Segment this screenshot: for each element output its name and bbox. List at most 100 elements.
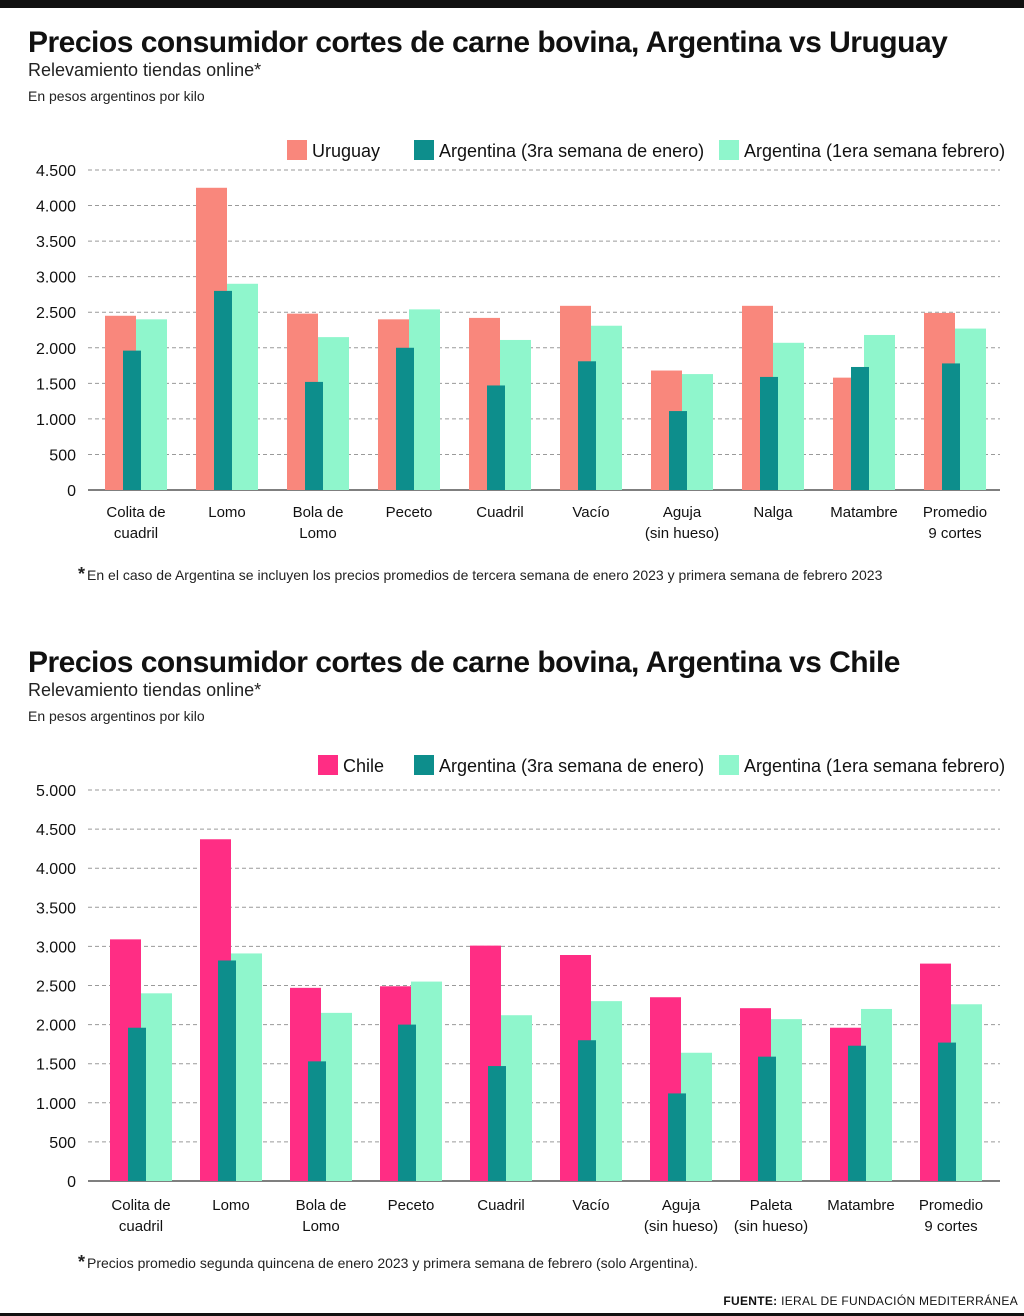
x-category-label: Cuadril: [477, 1197, 525, 1214]
legend-label: Argentina (1era semana febrero): [744, 756, 1005, 776]
top-rule: [0, 0, 1024, 8]
x-category-label: 9 cortes: [928, 525, 981, 542]
bar-argentina-enero: [938, 1042, 956, 1181]
chart-unit: En pesos argentinos por kilo: [28, 88, 205, 104]
x-category-label: Bola de: [296, 1197, 347, 1214]
legend-label: Chile: [343, 756, 384, 776]
x-category-label: Colita de: [111, 1197, 170, 1214]
chart-title: Precios consumidor cortes de carne bovin…: [28, 646, 901, 679]
bar-argentina-febrero: [409, 309, 440, 490]
chart-footnote: * En el caso de Argentina se incluyen los…: [78, 564, 882, 585]
bar-argentina-enero: [396, 347, 414, 490]
bar-argentina-febrero: [501, 1015, 532, 1181]
x-category-label: Promedio: [919, 1197, 983, 1214]
y-tick-label: 3.000: [36, 270, 76, 287]
y-tick-label: 2.500: [36, 305, 76, 322]
y-tick-label: 1.000: [36, 412, 76, 429]
footnote-asterisk: *: [78, 1252, 86, 1272]
chart-plot: 0 500 1.000 1.500 2.000 2.500 3.000 3.500 4.000 4…: [36, 140, 1005, 542]
bar-argentina-enero: [760, 376, 778, 490]
legend-swatch: [287, 140, 307, 160]
x-category-label: Peceto: [386, 504, 433, 521]
y-tick-label: 1.000: [36, 1096, 76, 1113]
y-tick-label: 3.500: [36, 900, 76, 917]
bar-argentina-febrero: [231, 953, 262, 1181]
y-tick-label: 2.000: [36, 1018, 76, 1035]
x-category-label: Matambre: [827, 1197, 895, 1214]
bar-argentina-febrero: [951, 1004, 982, 1181]
y-tick-label: 5.000: [36, 783, 76, 800]
x-category-label: cuadril: [114, 525, 158, 542]
bar-argentina-febrero: [861, 1008, 892, 1181]
bar-argentina-febrero: [321, 1012, 352, 1181]
x-category-label: Vacío: [572, 504, 609, 521]
x-category-label: Bola de: [293, 504, 344, 521]
chart-uruguay: Precios consumidor cortes de carne bovin…: [0, 0, 1024, 600]
bar-argentina-enero: [308, 1061, 326, 1181]
x-category-label: Colita de: [106, 504, 165, 521]
source-label: FUENTE:: [723, 1294, 778, 1308]
x-category-label: Aguja: [663, 504, 702, 521]
legend-swatch: [414, 755, 434, 775]
x-category-label: Vacío: [572, 1197, 609, 1214]
legend-swatch: [719, 755, 739, 775]
x-category-label: Lomo: [302, 1218, 340, 1235]
y-tick-label: 500: [49, 447, 76, 464]
bar-argentina-enero: [128, 1027, 146, 1181]
legend-label: Argentina (1era semana febrero): [744, 141, 1005, 161]
legend-swatch: [318, 755, 338, 775]
x-category-label: Matambre: [830, 504, 898, 521]
bar-argentina-febrero: [864, 334, 895, 490]
y-tick-label: 4.500: [36, 822, 76, 839]
legend-label: Argentina (3ra semana de enero): [439, 141, 704, 161]
x-category-label: Lomo: [299, 525, 337, 542]
y-tick-label: 1.500: [36, 1057, 76, 1074]
bar-argentina-febrero: [136, 319, 167, 490]
bar-argentina-enero: [487, 385, 505, 490]
x-category-label: cuadril: [119, 1218, 163, 1235]
bar-argentina-febrero: [681, 1052, 712, 1181]
y-tick-label: 2.000: [36, 341, 76, 358]
bar-argentina-enero: [669, 411, 687, 490]
x-category-label: Peceto: [388, 1197, 435, 1214]
bar-argentina-febrero: [591, 1001, 622, 1181]
y-tick-label: 4.500: [36, 163, 76, 180]
legend-label: Uruguay: [312, 141, 380, 161]
x-category-label: (sin hueso): [644, 1218, 718, 1235]
x-category-label: Lomo: [212, 1197, 250, 1214]
bar-argentina-febrero: [771, 1019, 802, 1181]
bottom-rule: [0, 1313, 1024, 1316]
chart-subtitle: Relevamiento tiendas online*: [28, 680, 262, 700]
bar-argentina-enero: [123, 350, 141, 490]
bar-argentina-febrero: [141, 993, 172, 1181]
bar-argentina-enero: [848, 1045, 866, 1181]
bar-argentina-enero: [218, 960, 236, 1181]
footnote-asterisk: *: [78, 564, 86, 584]
chart-unit: En pesos argentinos por kilo: [28, 708, 205, 724]
bar-argentina-febrero: [682, 374, 713, 490]
source-text: IERAL DE FUNDACIÓN MEDITERRÁNEA: [781, 1294, 1018, 1308]
bar-argentina-enero: [942, 363, 960, 490]
x-category-label: Cuadril: [476, 504, 524, 521]
bar-argentina-febrero: [591, 325, 622, 490]
footnote-text: En el caso de Argentina se incluyen los …: [87, 567, 883, 583]
legend-swatch: [414, 140, 434, 160]
y-tick-label: 4.000: [36, 199, 76, 216]
bar-argentina-enero: [214, 290, 232, 490]
bar-argentina-febrero: [318, 337, 349, 490]
bar-argentina-enero: [758, 1056, 776, 1181]
y-tick-label: 500: [49, 1135, 76, 1152]
y-tick-label: 0: [67, 483, 76, 500]
y-tick-label: 2.500: [36, 979, 76, 996]
bar-argentina-febrero: [773, 342, 804, 490]
bar-argentina-febrero: [227, 283, 258, 490]
bar-argentina-enero: [398, 1024, 416, 1181]
bar-argentina-enero: [578, 1040, 596, 1181]
bar-argentina-febrero: [955, 328, 986, 490]
x-category-label: (sin hueso): [734, 1218, 808, 1235]
y-tick-label: 3.500: [36, 234, 76, 251]
y-tick-label: 0: [67, 1174, 76, 1191]
bar-argentina-enero: [305, 381, 323, 490]
